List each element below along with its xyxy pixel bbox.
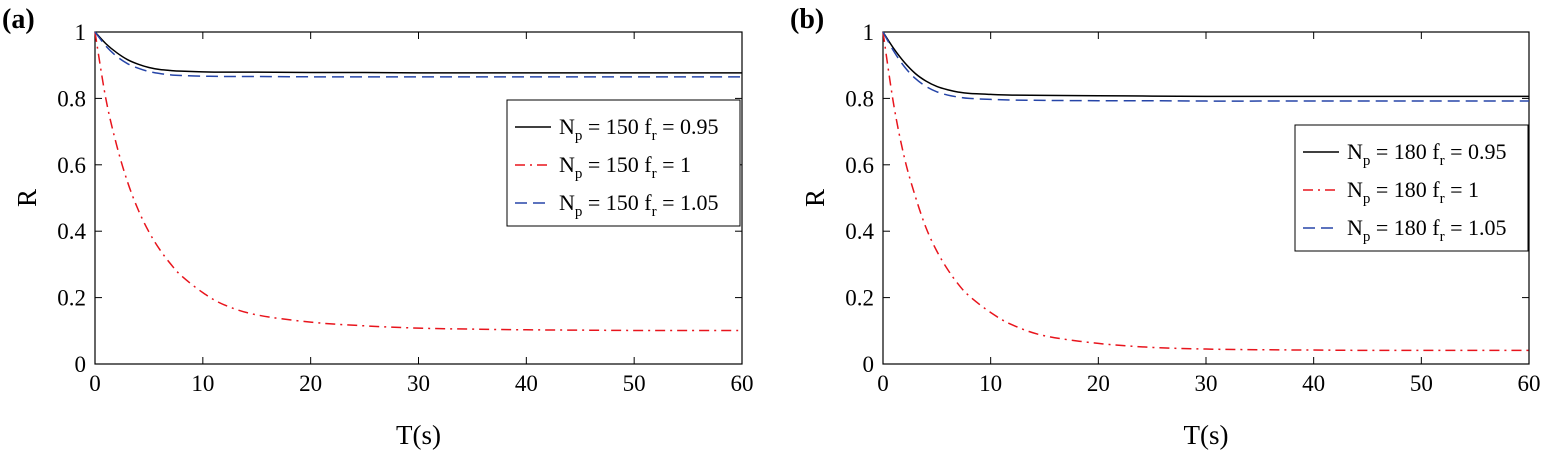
y-axis-label: R bbox=[12, 189, 42, 207]
x-tick-label: 50 bbox=[1410, 371, 1433, 396]
legend-box bbox=[1294, 124, 1529, 252]
legend-entry-3: Np = 150 fr = 1.05 bbox=[559, 190, 719, 220]
x-axis-label: T(s) bbox=[1184, 420, 1229, 450]
legend: Np = 150 fr = 0.95 Np = 150 fr = 1 Np = 15… bbox=[506, 99, 741, 227]
legend-entry-1: Np = 180 fr = 0.95 bbox=[1347, 139, 1507, 169]
legend-entry-2: Np = 150 fr = 1 bbox=[559, 152, 691, 182]
y-tick-label: 0 bbox=[75, 352, 87, 377]
x-tick-label: 50 bbox=[623, 371, 646, 396]
y-tick-label: 0.6 bbox=[845, 153, 874, 178]
y-tick-label: 0.4 bbox=[57, 219, 86, 244]
series-line-2 bbox=[882, 31, 1529, 352]
y-tick-label: 0.6 bbox=[57, 153, 86, 178]
x-tick-label: 20 bbox=[1087, 371, 1110, 396]
series-line-1 bbox=[94, 31, 742, 74]
legend-box bbox=[506, 99, 741, 227]
legend-entry-3: Np = 180 fr = 1.05 bbox=[1347, 215, 1507, 245]
y-tick-label: 0.4 bbox=[845, 219, 874, 244]
panel-a: (a) 0 10 20 30 40 50 60 0 0.2 0.4 0.6 0.8 1 T(s) R Np = … bbox=[2, 4, 754, 450]
y-tick-label: 1 bbox=[863, 20, 875, 45]
x-tick-label: 30 bbox=[1195, 371, 1218, 396]
series-line-1 bbox=[882, 31, 1529, 98]
x-axis-label: T(s) bbox=[396, 420, 441, 450]
x-tick-label: 10 bbox=[191, 371, 214, 396]
series-line-3 bbox=[882, 31, 1529, 102]
panel-b: (b) 0 10 20 30 40 50 60 0 0.2 0.4 0.6 0.8 1 T(s) R Np = … bbox=[790, 4, 1541, 450]
y-tick-label: 0 bbox=[863, 352, 875, 377]
panel-label: (b) bbox=[790, 4, 824, 35]
y-axis-label: R bbox=[800, 189, 830, 207]
x-tick-label: 40 bbox=[515, 371, 538, 396]
x-tick-label: 10 bbox=[979, 371, 1002, 396]
legend-entry-1: Np = 150 fr = 0.95 bbox=[559, 114, 719, 144]
x-tick-label: 60 bbox=[731, 371, 754, 396]
x-tick-label: 0 bbox=[877, 371, 889, 396]
x-tick-label: 60 bbox=[1518, 371, 1541, 396]
panel-label: (a) bbox=[2, 4, 35, 35]
y-tick-label: 0.2 bbox=[845, 286, 874, 311]
y-tick-label: 0.8 bbox=[57, 86, 86, 111]
x-tick-label: 0 bbox=[89, 371, 101, 396]
series-line-2 bbox=[94, 31, 742, 332]
x-tick-label: 30 bbox=[407, 371, 430, 396]
legend-entry-2: Np = 180 fr = 1 bbox=[1347, 177, 1479, 207]
series-line-3 bbox=[94, 31, 742, 78]
legend: Np = 180 fr = 0.95 Np = 180 fr = 1 Np = 18… bbox=[1294, 124, 1529, 252]
y-tick-label: 0.8 bbox=[845, 86, 874, 111]
x-tick-label: 20 bbox=[299, 371, 322, 396]
y-tick-label: 0.2 bbox=[57, 286, 86, 311]
x-tick-label: 40 bbox=[1302, 371, 1325, 396]
y-tick-label: 1 bbox=[75, 20, 87, 45]
